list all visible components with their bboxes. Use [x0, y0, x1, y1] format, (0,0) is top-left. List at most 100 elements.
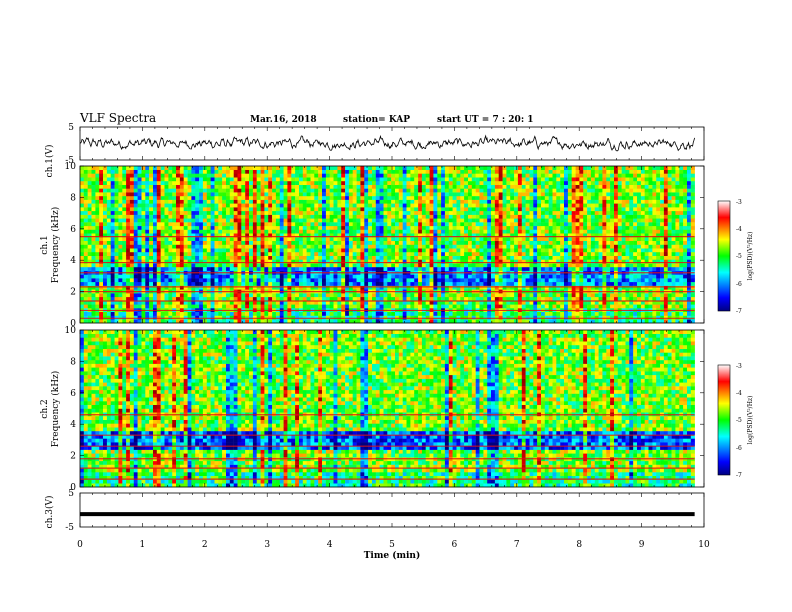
ch1-spectrogram-cell — [214, 274, 219, 279]
ch1-spectrogram-cell — [122, 181, 127, 185]
ch1-spectrogram-cell — [206, 214, 211, 219]
ch1-spectrogram-cell — [318, 319, 323, 324]
ch1-spectrogram-cell — [149, 184, 154, 189]
ch1-spectrogram-cell — [302, 278, 307, 283]
ch1-spectrogram-cell — [491, 214, 496, 219]
ch1-spectrogram-cell — [318, 229, 323, 234]
ch1-spectrogram-cell — [195, 278, 200, 283]
ch1-spectrogram-cell — [506, 240, 511, 245]
ch1-spectrogram-cell — [83, 263, 88, 268]
ch1-spectrogram-cell — [249, 199, 254, 204]
ch1-spectrogram-cell — [391, 166, 396, 170]
ch1-spectrogram-cell — [164, 274, 169, 279]
ch1-spectrogram-cell — [272, 210, 277, 215]
ch1-spectrogram-cell — [325, 278, 330, 283]
ch1-spectrogram-cell — [383, 225, 388, 230]
ch1-spectrogram-cell — [241, 237, 246, 241]
ch1-spectrogram-cell — [510, 248, 515, 253]
ch1-spectrogram-cell — [260, 181, 265, 185]
ch1-spectrogram-cell — [517, 177, 522, 182]
ch1-spectrogram-cell — [421, 293, 426, 298]
ch1-spectrogram-cell — [356, 315, 361, 320]
ch1-spectrogram-cell — [141, 229, 146, 234]
ch1-spectrogram-cell — [368, 252, 373, 256]
ch1-spectrogram-cell — [402, 233, 407, 238]
ch1-spectrogram-cell — [448, 177, 453, 182]
ch1-spectrogram-cell — [283, 259, 288, 264]
ch1-spectrogram-cell — [491, 259, 496, 264]
ch1-spectrogram-cell — [398, 184, 403, 189]
ch1-spectrogram-cell — [160, 319, 165, 324]
ch1-spectrogram-cell — [83, 233, 88, 238]
ch1-spectrogram-cell — [364, 203, 369, 208]
ch1-spectrogram-cell — [283, 233, 288, 238]
ch1-spectrogram-cell — [260, 248, 265, 253]
ch1-spectrogram-cell — [168, 184, 173, 189]
ch1-spectrogram-cell — [241, 304, 246, 309]
ch1-spectrogram-cell — [202, 222, 207, 227]
ch1-spectrogram-cell — [379, 266, 384, 271]
ch1-spectrogram-cell — [299, 199, 304, 204]
ch1-spectrogram-cell — [444, 210, 449, 215]
ch1-spectrogram-cell — [418, 210, 423, 215]
ch1-spectrogram-cell — [99, 252, 104, 256]
ch1-spectrogram-cell — [149, 214, 154, 219]
ch1-spectrogram-cell — [206, 311, 211, 316]
ch1-spectrogram-cell — [129, 188, 134, 193]
ch1-spectrogram-cell — [218, 203, 223, 208]
ch1-spectrogram-cell — [210, 252, 215, 256]
ch1-spectrogram-cell — [210, 300, 215, 305]
ch1-spectrogram-cell — [379, 188, 384, 193]
ch1-spectrogram-cell — [368, 222, 373, 227]
ch1-spectrogram-cell — [106, 293, 111, 298]
ch1-spectrogram-cell — [433, 315, 438, 320]
ch1-spectrogram-cell — [494, 266, 499, 271]
ch1-spectrogram-cell — [252, 199, 257, 204]
ch1-spectrogram-cell — [310, 240, 315, 245]
ch1-spectrogram-cell — [176, 278, 181, 283]
ch1-spectrogram-cell — [168, 281, 173, 286]
ch1-spectrogram-cell — [226, 177, 231, 182]
ch1-spectrogram-cell — [279, 207, 284, 212]
ch1-spectrogram-cell — [176, 248, 181, 253]
ch1-spectrogram-cell — [252, 203, 257, 208]
ch1-spectrogram-cell — [345, 293, 350, 298]
ch1-spectrogram-cell — [191, 259, 196, 264]
ch1-spectrogram-cell — [249, 274, 254, 279]
ch1-spectrogram-cell — [229, 181, 234, 185]
ch1-spectrogram-cell — [91, 169, 96, 174]
ch1-spectrogram-cell — [145, 195, 150, 200]
ch1-spectrogram-cell — [214, 225, 219, 230]
ch1-spectrogram-cell — [210, 266, 215, 271]
ch1-spectrogram-cell — [479, 192, 484, 197]
ch1-spectrogram-cell — [260, 192, 265, 197]
ch1-spectrogram-cell — [379, 274, 384, 279]
ch1-spectrogram-cell — [156, 233, 161, 238]
ch1-spectrogram-cell — [498, 184, 503, 189]
ch1-spectrogram-cell — [233, 278, 238, 283]
ch1-spectrogram-cell — [372, 233, 377, 238]
ch1-spectrogram-cell — [176, 285, 181, 290]
ch1-spectrogram-cell — [510, 300, 515, 305]
ch1-spectrogram-cell — [114, 203, 119, 208]
ch1-spectrogram-cell — [95, 259, 100, 264]
ch1-spectrogram-cell — [456, 274, 461, 279]
ch1-spectrogram-cell — [406, 218, 411, 223]
ch1-spectrogram-cell — [345, 278, 350, 283]
ch1-spectrogram-cell — [452, 296, 457, 301]
ch1-spectrogram-cell — [164, 285, 169, 290]
ch1-spectrogram-cell — [429, 315, 434, 320]
ch1-spectrogram-cell — [160, 166, 165, 170]
ch1-spectrogram-cell — [391, 214, 396, 219]
ch1-spectrogram-cell — [133, 293, 138, 298]
ch1-spectrogram-cell — [218, 188, 223, 193]
ch1-spectrogram-cell — [245, 225, 250, 230]
ch1-spectrogram-cell — [468, 181, 473, 185]
ch1-spectrogram-cell — [126, 240, 131, 245]
ch1-spectrogram-cell — [249, 218, 254, 223]
ch1-spectrogram-cell — [283, 263, 288, 268]
ch1-spectrogram-cell — [368, 229, 373, 234]
ch1-spectrogram-cell — [264, 274, 269, 279]
ch1-spectrogram-cell — [106, 304, 111, 309]
ch1-spectrogram-cell — [337, 285, 342, 290]
